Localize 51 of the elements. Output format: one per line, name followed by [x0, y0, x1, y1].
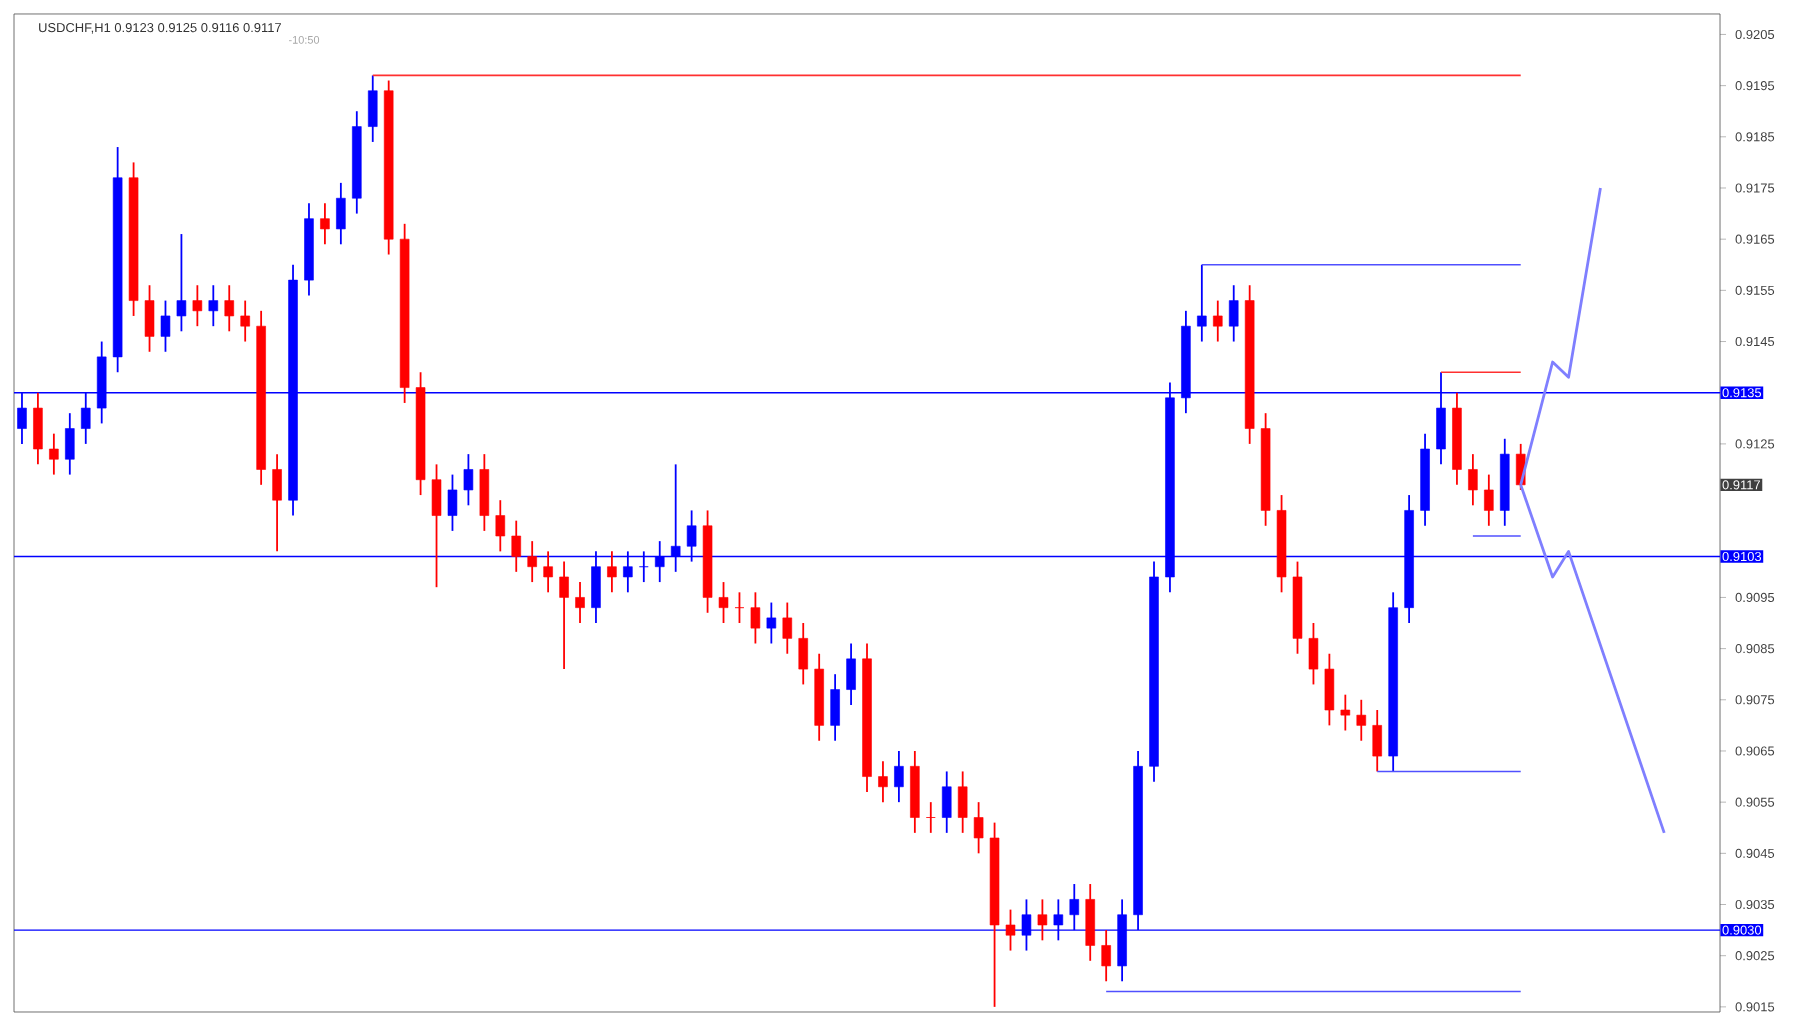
candlestick	[160, 299, 171, 353]
candlestick	[367, 74, 378, 143]
candlestick	[846, 642, 856, 706]
candlestick	[957, 770, 968, 834]
candlestick	[607, 550, 617, 594]
candlestick	[1197, 263, 1207, 343]
candlestick	[1101, 929, 1111, 983]
candlestick	[766, 601, 777, 645]
candlestick	[1228, 284, 1239, 343]
candlestick	[479, 453, 490, 532]
candlestick	[33, 391, 43, 466]
candlestick	[1340, 693, 1351, 732]
candlestick	[1324, 652, 1335, 727]
candlestick	[830, 673, 840, 742]
candlestick	[575, 581, 585, 624]
candlestick	[1468, 453, 1478, 507]
candlestick	[798, 622, 808, 686]
candlestick	[1085, 883, 1095, 962]
candlestick	[511, 519, 522, 573]
candlestick	[973, 801, 984, 855]
candlestick	[1213, 299, 1223, 343]
candlestick	[559, 560, 569, 670]
candlestick	[336, 181, 346, 246]
candlestick	[495, 499, 506, 553]
candlestick	[192, 284, 203, 328]
candlestick	[878, 760, 888, 804]
candlestick	[176, 233, 187, 333]
candlestick	[941, 770, 952, 834]
candlestick	[224, 284, 235, 333]
candlestick	[718, 581, 729, 624]
candlestick	[49, 432, 59, 476]
candlestick	[543, 550, 553, 594]
candlestick	[1037, 898, 1048, 942]
candlestick	[527, 540, 537, 583]
candlestick	[1005, 908, 1016, 952]
candlestick	[782, 601, 793, 655]
candlestick	[1484, 473, 1494, 527]
candlestick	[431, 463, 442, 589]
candlestick	[894, 750, 904, 804]
candlestick	[447, 473, 458, 532]
candlestick	[144, 284, 155, 353]
candlestick	[240, 299, 250, 343]
candlestick	[1356, 698, 1367, 742]
candlestick	[208, 284, 219, 328]
candlestick	[463, 453, 474, 507]
candlestick	[750, 591, 761, 645]
candlestick	[320, 202, 330, 246]
candlestick	[65, 412, 75, 476]
candlestick	[272, 453, 282, 553]
candlestick	[1372, 709, 1382, 773]
candlestick	[1308, 622, 1319, 686]
